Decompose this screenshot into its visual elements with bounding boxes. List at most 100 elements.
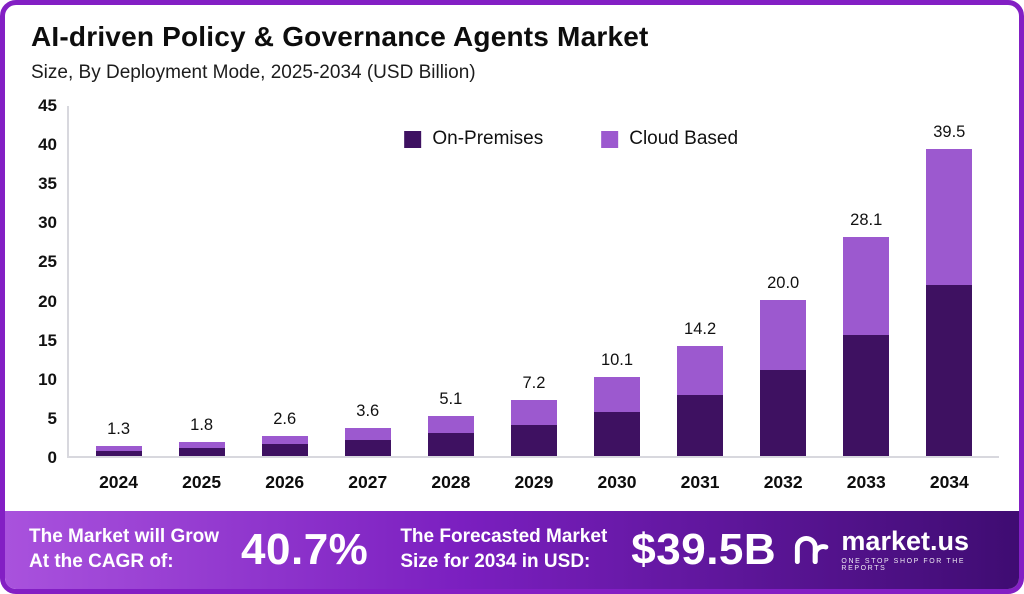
bar-group: 3.6 2027 <box>344 106 391 492</box>
cagr-label: The Market will Grow At the CAGR of: <box>29 525 219 574</box>
bar-segment-on-premises <box>677 394 724 456</box>
bar-segment-on-premises <box>261 444 308 456</box>
legend-swatch-cloud-based <box>601 130 619 148</box>
bar-group: 20.0 2032 <box>760 106 807 492</box>
y-tick-label: 35 <box>38 174 57 194</box>
bar-segment-cloud-based <box>178 442 225 449</box>
bar-value-label: 1.3 <box>107 419 130 438</box>
bar-segment-cloud-based <box>95 445 142 451</box>
cagr-label-line1: The Market will Grow <box>29 526 220 548</box>
x-axis-label: 2030 <box>597 472 637 492</box>
bar-stack: 7.2 <box>510 374 557 456</box>
x-axis-label: 2031 <box>680 472 720 492</box>
bar-segment-cloud-based <box>427 416 474 434</box>
x-axis-label: 2032 <box>763 472 803 492</box>
chart-subtitle: Size, By Deployment Mode, 2025-2034 (USD… <box>31 62 476 83</box>
x-axis-label: 2027 <box>348 472 388 492</box>
forecast-label: The Forecasted Market Size for 2034 in U… <box>400 525 607 574</box>
y-tick-label: 5 <box>47 408 57 428</box>
bar-value-label: 2.6 <box>273 409 297 428</box>
bar-segment-on-premises <box>760 369 807 456</box>
bar-stack: 14.2 <box>677 320 724 456</box>
bar-value-label: 7.2 <box>522 374 546 392</box>
brand-name: market.us <box>841 526 969 556</box>
x-axis-label: 2029 <box>514 472 554 492</box>
chart-area: 0 5 10 15 20 25 30 35 40 45 On-Premises Cloud Bas… <box>5 86 1019 511</box>
brand-logo: market.us ONE STOP SHOP FOR THE REPORTS <box>792 528 995 572</box>
bar-group: 14.2 2031 <box>677 106 724 492</box>
legend-item-cloud-based: Cloud Based <box>601 128 738 150</box>
bar-segment-cloud-based <box>760 300 807 370</box>
bar-segment-cloud-based <box>926 148 973 285</box>
forecast-value: $39.5B <box>631 525 777 574</box>
bar-stack: 5.1 <box>427 390 474 456</box>
bar-segment-cloud-based <box>594 377 640 413</box>
bar-stack: 1.8 <box>178 416 225 456</box>
bar-segment-cloud-based <box>843 237 890 335</box>
y-axis: 0 5 10 15 20 25 30 35 40 45 <box>17 96 67 467</box>
bar-stack: 20.0 <box>760 274 807 456</box>
forecast-label-line1: The Forecasted Market <box>400 526 608 548</box>
bar-segment-cloud-based <box>261 435 308 445</box>
y-tick-label: 10 <box>38 369 57 389</box>
chart-header: AI-driven Policy & Governance Agents Mar… <box>5 5 1019 86</box>
bar-segment-on-premises <box>95 450 142 456</box>
y-tick-label: 45 <box>38 96 57 115</box>
legend-item-on-premises: On-Premises <box>404 128 543 150</box>
x-axis-label: 2033 <box>846 472 886 492</box>
bar-segment-cloud-based <box>677 345 724 395</box>
x-axis-label: 2025 <box>182 472 222 492</box>
y-tick-label: 15 <box>38 330 57 350</box>
bar-stack: 10.1 <box>594 351 640 456</box>
y-tick-label: 30 <box>38 213 57 233</box>
y-tick-label: 20 <box>38 291 57 311</box>
footer-banner: The Market will Grow At the CAGR of: 40.… <box>5 511 1019 589</box>
bar-value-label: 39.5 <box>933 122 966 141</box>
legend-label-on-premises: On-Premises <box>432 128 544 149</box>
bar-group: 1.3 2024 <box>95 106 142 492</box>
bar-group: 1.8 2025 <box>178 106 225 492</box>
x-axis-label: 2028 <box>431 472 471 492</box>
bar-segment-on-premises <box>843 334 890 456</box>
bar-group: 7.2 2029 <box>510 106 557 492</box>
cagr-value: 40.7% <box>241 525 369 574</box>
marketus-logo-icon <box>795 535 829 565</box>
chart-title: AI-driven Policy & Governance Agents Mar… <box>31 21 649 52</box>
y-tick-label: 40 <box>38 135 57 155</box>
bar-segment-on-premises <box>510 424 557 456</box>
forecast-label-line2: Size for 2034 in USD: <box>400 551 591 572</box>
x-axis-label: 2026 <box>265 472 305 492</box>
bar-stack: 1.3 <box>95 420 142 456</box>
bar-segment-on-premises <box>594 412 640 456</box>
brand-text: market.us ONE STOP SHOP FOR THE REPORTS <box>841 526 995 573</box>
brand-tagline: ONE STOP SHOP FOR THE REPORTS <box>841 558 966 572</box>
x-axis-label: 2024 <box>99 472 138 492</box>
bar-value-label: 20.0 <box>767 274 800 293</box>
bar-stack: 3.6 <box>344 402 391 456</box>
bar-segment-on-premises <box>178 448 225 456</box>
bar-group: 10.1 2030 <box>594 106 640 492</box>
x-axis-label: 2034 <box>929 472 969 492</box>
legend-swatch-on-premises <box>404 130 422 148</box>
bar-group: 28.1 2033 <box>843 106 890 492</box>
bar-stack: 28.1 <box>843 211 890 456</box>
bar-value-label: 28.1 <box>850 211 883 230</box>
y-tick-label: 0 <box>47 448 57 467</box>
legend: On-Premises Cloud Based <box>404 128 738 150</box>
plot-area: On-Premises Cloud Based 1.3 2024 1.8 2025 2.… <box>67 106 999 492</box>
bar-value-label: 10.1 <box>600 351 634 370</box>
bar-segment-on-premises <box>344 440 391 456</box>
bar-value-label: 1.8 <box>190 416 214 434</box>
bar-group: 2.6 2026 <box>261 106 308 492</box>
bar-value-label: 5.1 <box>439 390 463 409</box>
legend-label-cloud-based: Cloud Based <box>629 128 739 149</box>
bar-segment-cloud-based <box>344 428 391 441</box>
bar-segment-on-premises <box>926 284 973 456</box>
bar-stack: 39.5 <box>926 123 973 456</box>
bar-group: 39.5 2034 <box>926 106 973 492</box>
cagr-label-line2: At the CAGR of: <box>29 551 174 572</box>
y-tick-label: 25 <box>38 252 57 272</box>
bar-stack: 2.6 <box>261 410 308 456</box>
bar-value-label: 3.6 <box>356 402 380 420</box>
